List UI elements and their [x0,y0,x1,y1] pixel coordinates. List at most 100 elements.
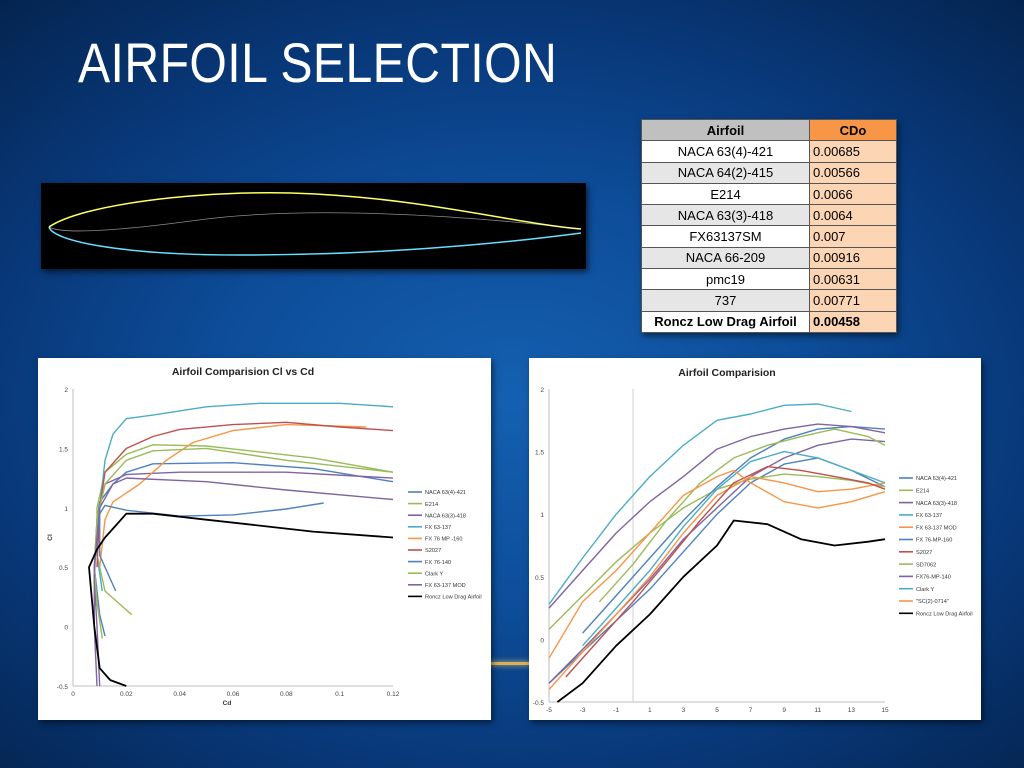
series-line [93,477,394,687]
airfoil-name-cell: NACA 66-209 [641,246,810,270]
airfoil-name-cell: FX63137SM [641,225,810,248]
y-tick-label: 0.5 [59,565,68,572]
legend-entry: S2027 [425,548,441,554]
airfoil-name-cell: 737 [641,289,810,312]
legend-entry: FX 63-137 MOD [916,525,957,531]
table-row: NACA 64(2)-415 0.00566 [641,161,897,184]
cl-vs-alpha-chart: Airfoil Comparision -0.5 0 0.5 1 1.5 2 -5 -3 -1 1 3… [529,358,981,720]
series-line [598,428,886,603]
table-row: FX63137SM 0.007 [641,225,897,248]
series-line [93,471,394,687]
y-tick-label: 0 [540,637,544,644]
series-line [548,475,886,690]
legend-entry: Roncz Low Drag Airfoil [916,612,973,618]
y-tick-label: 0 [64,625,68,632]
x-tick-label: 0.1 [335,691,344,698]
table-row: Roncz Low Drag Airfoil 0.00458 [641,310,897,333]
series-line [96,421,394,568]
series-line [548,403,852,605]
x-tick-label: 5 [715,707,719,714]
series-line [548,469,886,659]
y-tick-label: -0.5 [57,684,69,691]
x-tick-label: 0.08 [280,691,293,698]
x-tick-label: 0.06 [227,691,240,698]
series-line [556,519,886,703]
table-row: NACA 63(4)-421 0.00685 [641,140,897,163]
y-tick-label: 0.5 [535,575,544,582]
x-tick-label: 0.12 [387,691,400,698]
x-tick-label: 1 [648,707,652,714]
y-tick-label: -0.5 [533,700,545,707]
chart-title: Airfoil Comparision Cl vs Cd [172,366,314,378]
legend-entry: FX 63-137 [916,513,942,519]
series-line [548,438,886,684]
cl-vs-cd-chart-svg: Airfoil Comparision Cl vs Cd-0.500.511.5… [47,366,482,707]
cdo-value-cell: 0.00458 [809,310,897,333]
legend-entry: NACA 63(3)-418 [916,501,957,507]
airfoil-name-cell: NACA 63(4)-421 [641,140,810,163]
x-tick-label: 0.04 [173,691,186,698]
cdo-value-cell: 0.0066 [809,182,897,206]
cdo-table: Airfoil CDo NACA 63(4)-421 0.00685 NACA 64… [641,118,897,333]
legend-entry: E214 [916,489,929,495]
x-tick-label: -1 [613,707,619,714]
table-header-row: Airfoil CDo [641,118,897,142]
airfoil-name-cell: NACA 64(2)-415 [641,161,810,184]
x-tick-label: 0 [71,691,75,698]
y-tick-label: 1 [64,506,68,513]
legend-entry: "SC(2)-0714" [916,599,949,605]
airfoil-name-cell: Roncz Low Drag Airfoil [641,310,810,333]
x-tick-label: 0.02 [120,691,133,698]
y-tick-label: 1 [540,512,544,519]
cdo-value-cell: 0.00685 [809,140,897,163]
legend-entry: Clark Y [425,571,444,577]
header-cdo: CDo [809,118,897,142]
series-line [93,447,394,639]
legend-entry: FX76-MP-140 [916,575,951,581]
x-tick-label: 3 [682,707,686,714]
x-tick-label: 13 [848,707,856,714]
series-line [548,457,886,684]
table-row: NACA 66-209 0.00916 [641,246,897,270]
cl-vs-alpha-chart-svg: Airfoil Comparision-0.500.511.52-5 -3 -1 1 3… [533,367,973,714]
series-line [96,444,394,616]
header-airfoil: Airfoil [641,118,810,142]
cdo-value-cell: 0.00566 [809,161,897,184]
legend-entry: SD7062 [916,562,936,568]
legend-entry: S2027 [916,550,932,556]
table-row: NACA 63(3)-418 0.0064 [641,204,897,227]
series-line [582,450,886,647]
airfoil-name-cell: NACA 63(3)-418 [641,204,810,227]
series-line [96,402,394,592]
airfoil-profile-image [41,183,586,269]
x-tick-label: 15 [881,707,889,714]
series-line [99,423,367,568]
x-tick-label: -3 [580,707,586,714]
legend-entry: FX 76 MP -160 [425,537,463,543]
airfoil-name-cell: pmc19 [641,268,810,291]
legend-entry: FX 76-140 [425,560,451,566]
y-tick-label: 2 [64,387,68,394]
x-tick-label: -5 [546,707,552,714]
x-axis-label: Cd [223,700,232,707]
cdo-value-cell: 0.007 [809,225,897,248]
legend-entry: FX 63-137 [425,525,451,531]
legend-entry: Roncz Low Drag Airfoil [425,595,482,601]
cdo-value-cell: 0.00631 [809,268,897,291]
legend-entry: NACA 63(3)-418 [425,513,466,519]
table-body: NACA 63(4)-421 0.00685 NACA 64(2)-415 0.005… [641,140,897,333]
series-line [99,502,324,592]
cdo-value-cell: 0.00916 [809,246,897,270]
series-line [93,461,394,637]
table-row: pmc19 0.00631 [641,268,897,291]
cdo-value-cell: 0.0064 [809,204,897,227]
y-tick-label: 2 [540,387,544,394]
legend-entry: Clark Y [916,587,935,593]
y-tick-label: 1.5 [59,446,68,453]
table-row: E214 0.0066 [641,182,897,206]
cl-vs-cd-chart: Airfoil Comparision Cl vs Cd -0.5 0 0.5 1 1.5… [38,358,491,720]
y-axis-label: Cl [47,534,54,541]
legend-entry: FX 63-137 MOD [425,583,466,589]
legend-entry: NACA 63(4)-421 [916,476,957,482]
series-line [88,512,394,687]
